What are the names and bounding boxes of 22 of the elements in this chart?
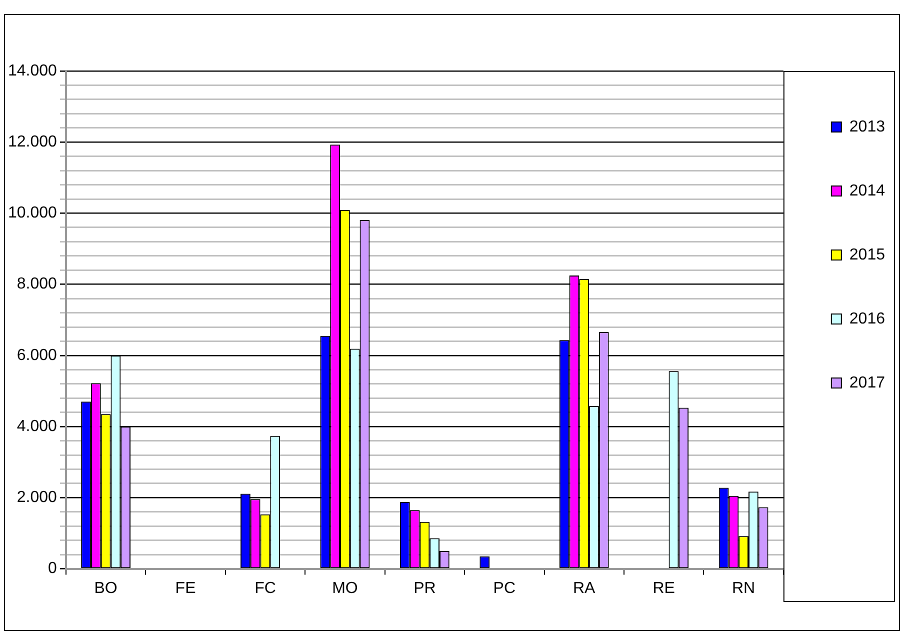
legend-label: 2014 [849,182,886,200]
y-tick-label: 0 [48,560,58,578]
x-tick-label: PR [414,580,436,597]
legend-label: 2016 [849,310,886,328]
y-tick-label: 6.000 [16,346,58,364]
y-tick-label: 12.000 [8,134,58,151]
x-tick-label: PC [493,580,516,597]
y-tick-label: 2.000 [16,489,58,506]
x-tick-label: FE [175,580,196,597]
y-tick-label: 10.000 [8,204,58,222]
legend-label: 2013 [849,118,886,136]
legend-label: 2017 [849,374,886,392]
x-tick-label: FC [254,580,276,597]
legend-label: 2015 [849,246,886,264]
y-tick-label: 8.000 [16,276,58,293]
y-tick-label: 4.000 [16,418,58,435]
y-tick-label: 14.000 [8,62,58,80]
x-tick-label: RE [652,580,675,597]
x-tick-label: RA [572,580,596,597]
x-tick-label: BO [94,580,118,597]
x-tick-label: RN [732,580,756,597]
x-tick-label: MO [332,580,358,597]
